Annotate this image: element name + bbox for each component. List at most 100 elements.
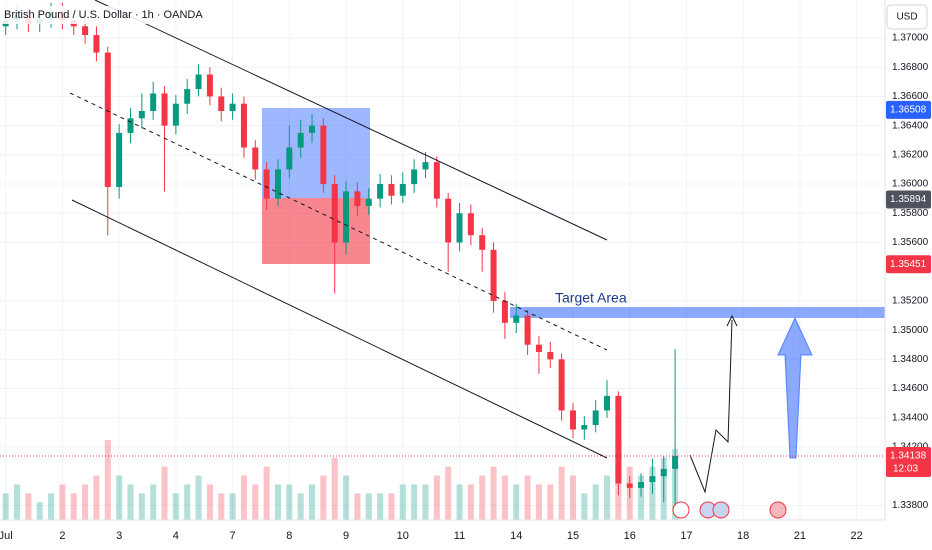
candle-body — [229, 103, 236, 112]
volume-bar — [309, 484, 316, 520]
candle-body — [184, 89, 191, 104]
candle-body — [649, 476, 656, 483]
volume-bar — [365, 493, 372, 520]
volume-bar — [638, 475, 645, 520]
candle-body — [116, 132, 123, 187]
volume-bar — [82, 484, 89, 520]
time-axis — [0, 520, 885, 550]
volume-bar — [70, 493, 77, 520]
candle-body — [445, 198, 452, 243]
price-tag — [886, 190, 931, 209]
projection-path — [689, 319, 733, 494]
volume-bar — [433, 475, 440, 520]
candle-body — [365, 198, 372, 206]
x-tick-label: 10 — [397, 530, 409, 542]
y-tick-label: 1.37000 — [892, 33, 929, 44]
volume-bar — [388, 493, 395, 520]
y-tick-label: 1.34800 — [892, 354, 929, 365]
candle-body — [399, 184, 406, 196]
projection-arrowhead — [726, 314, 738, 327]
channel-upper — [94, 0, 608, 241]
y-tick-label: 1.34400 — [892, 412, 929, 423]
volume-bar — [422, 484, 429, 520]
candle-body — [354, 191, 361, 206]
candle-body — [343, 191, 350, 243]
grid — [0, 0, 885, 520]
y-tick-label: 1.35600 — [892, 237, 929, 248]
currency[interactable]: USD — [896, 12, 917, 23]
axis-labels: 1.37000 1.36800 1.36600 1.36400 1.36200 1.360… — [0, 33, 929, 542]
volume-bar — [490, 466, 497, 520]
volume-bar — [195, 475, 202, 520]
candle-body — [490, 249, 497, 301]
countdown: 12:03 — [893, 464, 918, 475]
x-tick-label: 14 — [510, 530, 522, 542]
x-tick-label: Jul — [0, 530, 13, 542]
x-tick-label: 11 — [454, 530, 465, 542]
volume-bar — [535, 484, 542, 520]
last-price-tag — [886, 447, 931, 478]
candle-body — [150, 93, 157, 112]
x-tick-label: 16 — [624, 530, 636, 542]
candle-body — [569, 410, 576, 430]
volume-bar — [467, 484, 474, 520]
volume-bar — [604, 475, 611, 520]
chart-title: British Pound / U.S. Dollar · 1h · OANDA — [4, 9, 203, 21]
x-tick-label: 7 — [230, 530, 236, 542]
volume-bar — [25, 493, 32, 520]
x-tick-label: 2 — [59, 530, 65, 542]
annotation: Target Area — [555, 290, 627, 306]
currency-button[interactable] — [886, 4, 928, 30]
volume-bar — [48, 493, 55, 520]
x-tick-label: 3 — [116, 530, 122, 542]
volume-bar — [524, 475, 531, 520]
price-tags: 1.36508 1.35894 1.35451 1.34138 12:03 — [0, 100, 931, 478]
volume-bar — [547, 484, 554, 520]
volume-bar — [501, 475, 508, 520]
volume-bar — [286, 484, 293, 520]
volume-bar — [138, 493, 145, 520]
channel-lower — [71, 199, 608, 459]
loss-zone — [262, 198, 370, 264]
candle-body — [615, 395, 622, 484]
price-tag — [886, 100, 931, 119]
event-icon — [712, 501, 730, 519]
y-tick-label: 1.36000 — [892, 179, 929, 190]
candle-body — [626, 483, 633, 488]
candle-body — [604, 395, 611, 411]
y-tick-label: 1.35800 — [892, 208, 929, 219]
volume-bar — [252, 484, 259, 520]
volume-bar — [14, 484, 21, 520]
candle-body — [524, 315, 531, 345]
volume-bar — [150, 484, 157, 520]
price-tag-label: 1.35451 — [890, 259, 927, 270]
volume-bar — [343, 475, 350, 520]
target-zone — [510, 307, 885, 318]
candle-body — [581, 425, 588, 430]
volume-bar — [320, 475, 327, 520]
candle-body — [672, 456, 679, 469]
event-icon — [672, 501, 690, 519]
y-tick-label: 1.34600 — [892, 383, 929, 394]
volume-bar — [218, 493, 225, 520]
price-tag — [886, 255, 931, 274]
channel-mid — [69, 92, 608, 351]
volume-bar — [411, 484, 418, 520]
y-tick-label: 1.35000 — [892, 325, 929, 336]
candle-body — [479, 235, 486, 250]
candle-body — [331, 184, 338, 243]
y-tick-label: 1.36800 — [892, 62, 929, 73]
volume-bar — [206, 484, 213, 520]
candle-body — [93, 35, 100, 53]
candle-body — [638, 482, 645, 488]
candle-body — [82, 26, 89, 36]
candle-body — [535, 344, 542, 353]
last-price-label: 1.34138 — [890, 451, 927, 462]
candle-body — [592, 410, 599, 426]
volume-bar — [297, 493, 304, 520]
price-tag-label: 1.35894 — [890, 194, 927, 205]
x-tick-label: 18 — [737, 530, 749, 542]
x-tick-label: 8 — [286, 530, 292, 542]
candle-body — [127, 118, 134, 133]
